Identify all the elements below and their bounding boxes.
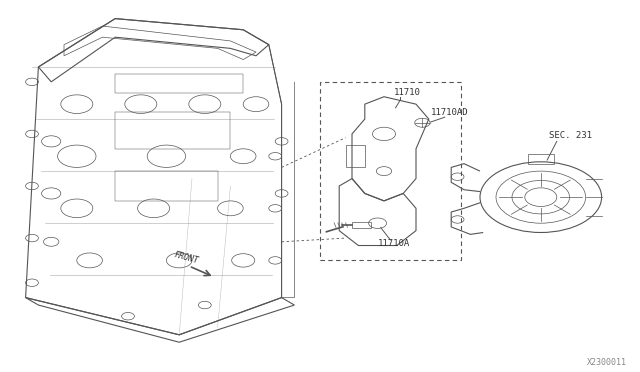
Bar: [346, 145, 365, 167]
Bar: [115, 74, 243, 93]
Text: 11710AD: 11710AD: [431, 108, 468, 117]
Text: X2300011: X2300011: [588, 357, 627, 366]
Text: SEC. 231: SEC. 231: [549, 131, 592, 140]
Bar: [528, 154, 554, 164]
Text: 11710A: 11710A: [378, 238, 410, 247]
Bar: [115, 171, 218, 201]
Bar: [115, 112, 230, 149]
Text: FRONT: FRONT: [173, 250, 199, 265]
Bar: [320, 82, 461, 260]
Text: 11710: 11710: [394, 88, 420, 97]
